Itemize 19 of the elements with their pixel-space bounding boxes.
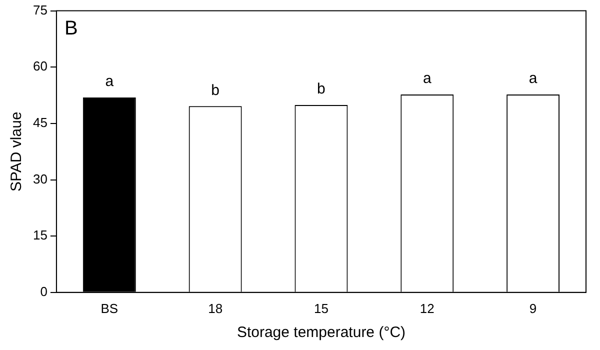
annotation: B: [64, 17, 78, 40]
annotation: a: [105, 73, 114, 90]
annotation: a: [422, 70, 432, 88]
y-tick-label: 15: [32, 228, 48, 243]
x-tick-label: 18: [208, 300, 223, 316]
y-tick-label: 75: [32, 2, 48, 18]
x-axis-title: Storage temperature (°C): [236, 324, 406, 342]
y-tick-label: 60: [32, 58, 48, 74]
annotation: b: [211, 82, 220, 99]
x-tick-label: 12: [420, 300, 434, 316]
y-tick-label: 0: [40, 284, 48, 299]
annotation: a: [528, 70, 538, 88]
y-tick-label: 30: [32, 171, 48, 186]
y-axis-title: SPAD vlaue: [8, 112, 26, 192]
x-tick-label: BS: [100, 300, 118, 316]
x-tick-label: 15: [314, 300, 328, 316]
x-tick-label: 9: [529, 300, 537, 316]
annotation: b: [317, 80, 326, 98]
y-tick-label: 45: [32, 115, 48, 130]
